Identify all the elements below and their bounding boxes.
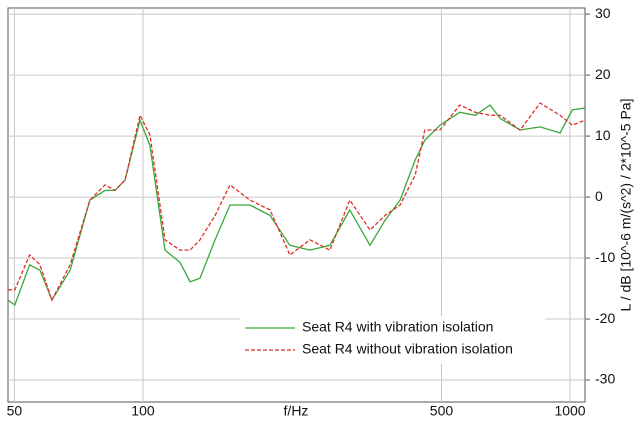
- x-tick-label: 1000: [554, 403, 585, 419]
- y-tick-label: 30: [595, 5, 611, 21]
- legend-label: Seat R4 without vibration isolation: [302, 341, 513, 357]
- data-line: [7, 104, 586, 307]
- y-tick-label: 0: [595, 188, 603, 204]
- legend-box: [240, 316, 545, 364]
- x-tick-label: 50: [7, 403, 23, 419]
- y-tick-label: 20: [595, 66, 611, 82]
- y-axis-label: L / dB [10^-6 m/(s^2) / 2*10^-5 Pa]: [618, 99, 634, 312]
- y-tick-label: -10: [595, 249, 615, 265]
- legend-label: Seat R4 with vibration isolation: [302, 319, 493, 335]
- y-tick-label: -30: [595, 371, 615, 387]
- data-line: [8, 102, 586, 302]
- y-tick-label: 10: [595, 127, 611, 143]
- x-tick-label: 500: [430, 403, 454, 419]
- x-axis-label: f/Hz: [284, 403, 309, 419]
- x-tick-label: 100: [131, 403, 155, 419]
- y-tick-label: -20: [595, 310, 615, 326]
